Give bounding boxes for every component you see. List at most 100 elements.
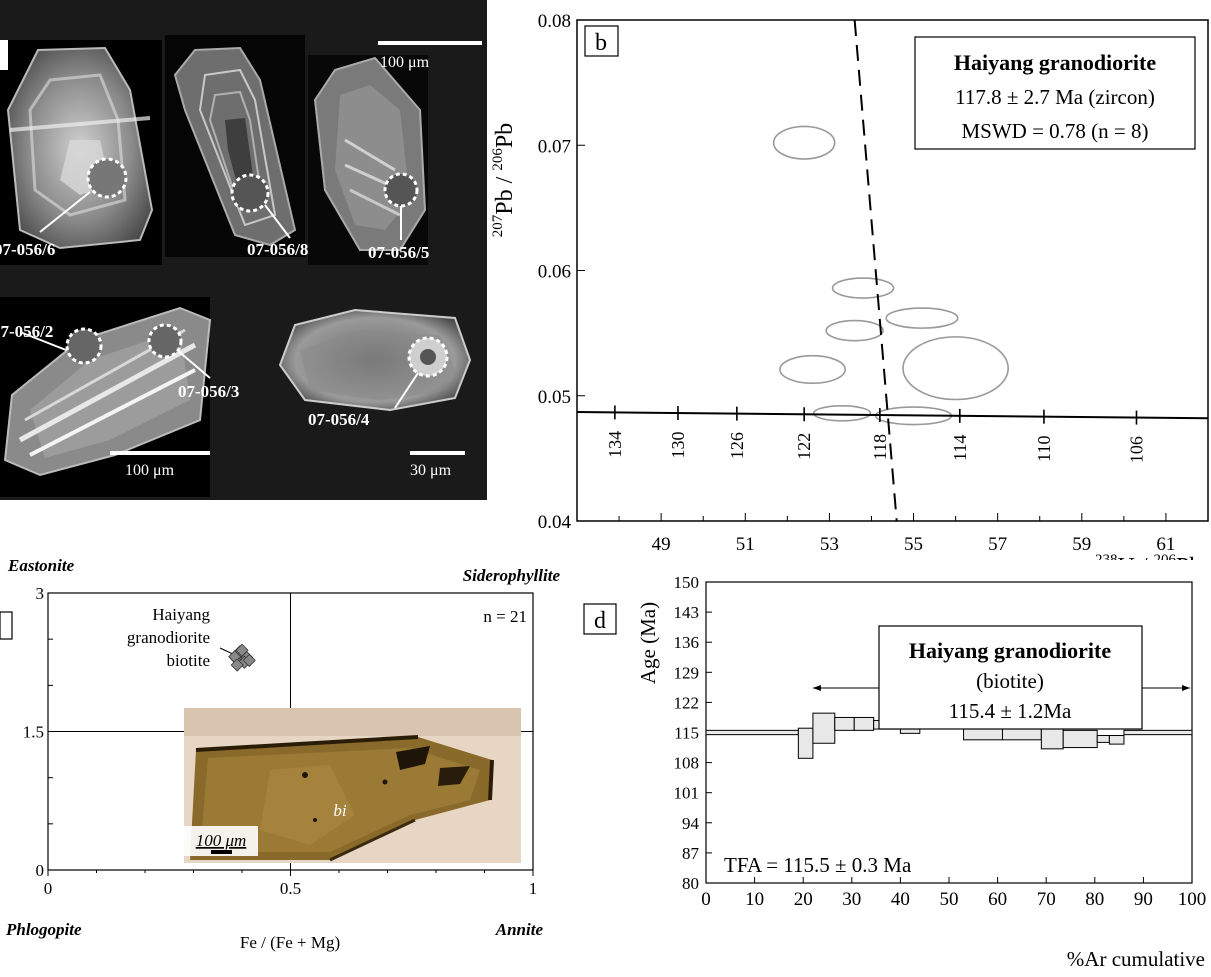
panel-b-concordia-age-label: 110: [1034, 435, 1054, 461]
panel-d-y-tick-label: 143: [674, 603, 700, 622]
panel-c-ticks: 0 1.5 3 0 0.5 1: [23, 584, 538, 898]
zircon-crystal-8: [173, 46, 297, 247]
panel-b-concordia-curve: [576, 411, 1209, 420]
panel-a-cathodoluminescence-images: 100 μm 100 μm 30 μm 07-056/6 07-056/8 07…: [0, 0, 487, 500]
panel-d-age-spectrum: 80 87 94 101 108 115 122 129 136 143 150 0 10 20 30 40 5…: [583, 573, 1207, 971]
panel-d-age-step: [812, 712, 836, 744]
panel-d-x-tick-label: 80: [1085, 889, 1104, 910]
panel-d-ticks: 80 87 94 101 108 115 122 129 136 143 150 0 10 20 30 40 5…: [674, 573, 1207, 910]
panel-d-y-tick-label: 94: [682, 814, 700, 833]
panel-b-legend-title: Haiyang granodiorite: [954, 50, 1157, 75]
panel-b-concordia-chart: 0.040.050.060.070.08 49 51 53 55 57 59 61 134 1…: [490, 11, 1209, 560]
panel-b-concordia-age-label: 106: [1126, 436, 1146, 463]
panel-c-y-tick-label: 0: [36, 861, 45, 880]
panel-b-legend-mswd: MSWD = 0.78 (n = 8): [961, 119, 1148, 143]
panel-b-concordia-age-label: 122: [794, 433, 814, 460]
zircon-crystal-4: [278, 308, 472, 412]
panel-c-y-tick-label: 3: [36, 584, 45, 603]
panel-d-legend-title: Haiyang granodiorite: [909, 638, 1112, 663]
panel-b-error-ellipse: [812, 404, 872, 422]
panel-d-age-step: [1123, 729, 1193, 736]
panel-d-y-tick-label: 87: [682, 844, 700, 863]
panel-b-y-tick-label: 0.07: [538, 136, 571, 157]
panel-b-y-tick-label: 0.08: [538, 11, 571, 32]
panel-c-sample-label-line1: Haiyang: [152, 605, 210, 624]
scale-label-bottom-right: 30 μm: [410, 462, 452, 479]
panel-b-x-tick-label: 59: [1072, 534, 1091, 555]
panel-b-ellipses: [772, 125, 1009, 426]
panel-b-x-tick-label: 57: [988, 534, 1007, 555]
panel-b-letter: b: [595, 30, 607, 56]
panel-b-letter-box: [584, 25, 619, 57]
panel-d-x-tick-label: 90: [1134, 889, 1153, 910]
panel-d-y-tick-label: 150: [674, 573, 700, 592]
panel-d-x-axis-label: %Ar cumulative: [1067, 947, 1205, 971]
panel-d-x-tick-label: 60: [988, 889, 1007, 910]
panel-d-legend-box: [878, 625, 1143, 730]
panel-b-x-tick-label: 53: [820, 534, 839, 555]
panel-b-concordia-ticks: 134 130 126 122 118 114 110 106: [605, 405, 1146, 463]
scale-label-bottom-left: 100 μm: [125, 462, 175, 479]
panel-c-x-tick-label: 0.5: [280, 879, 301, 898]
panel-d-age-step: [853, 716, 875, 731]
panel-c-corner-siderophyllite: Siderophyllite: [463, 566, 561, 585]
panel-d-age-step: [834, 716, 855, 731]
panel-d-legend-age: 115.4 ± 1.2Ma: [949, 699, 1072, 723]
panel-d-y-tick-label: 129: [674, 663, 700, 682]
panel-b-error-ellipse: [772, 125, 836, 160]
panel-d-age-step: [1062, 729, 1098, 749]
panel-a-letter-fragment: [0, 40, 8, 70]
panel-b-error-ellipse: [831, 277, 895, 299]
zircon-images: [0, 35, 482, 497]
panel-d-x-tick-label: 20: [794, 889, 813, 910]
panel-d-plateau-arrowhead-left: [812, 685, 821, 692]
panel-c-corner-annite: Annite: [495, 920, 544, 939]
panel-c-letter-fragment: [0, 611, 13, 640]
panel-c-y-tick-label: 1.5: [23, 723, 44, 742]
panel-b-error-ellipse: [779, 354, 846, 385]
panel-b-y-tick-label: 0.05: [538, 387, 571, 408]
panel-b-concordia-age-label: 118: [870, 434, 890, 460]
panel-c-x-tick-label: 0: [44, 879, 53, 898]
panel-d-x-tick-label: 40: [891, 889, 910, 910]
panel-b-concordia-age-label: 130: [668, 432, 688, 459]
panel-c-data-point: [242, 653, 256, 667]
panel-c-n-label: n = 21: [483, 607, 527, 626]
panel-b-x-ticks: 49 51 53 55 57 59 61: [618, 513, 1175, 555]
panel-d-age-step: [797, 727, 814, 759]
panel-c-sample-label-line3: biotite: [167, 651, 210, 670]
panel-d-y-tick-label: 122: [674, 693, 700, 712]
zircon-crystal-6: [6, 46, 154, 250]
panel-c-inset-scale-label: 100 μm: [196, 831, 247, 850]
panel-d-letter-box: [583, 603, 617, 635]
panel-c-data-point: [230, 658, 244, 672]
panel-b-x-tick-label: 49: [652, 534, 671, 555]
panel-c-corner-eastonite: Eastonite: [7, 556, 75, 575]
panel-c-inset-mineral-label: bi: [333, 801, 347, 820]
panel-c-x-tick-label: 1: [529, 879, 538, 898]
crystal-label-5: 07-056/5: [368, 243, 430, 262]
panel-b-y-ticks: 0.04 0.05 0.06 0.07 0.08: [538, 11, 585, 533]
panel-b-concordia-age-label: 134: [605, 431, 625, 458]
panel-d-age-step: [1108, 735, 1125, 745]
panel-c-inset-photomicrograph: [184, 708, 521, 863]
panel-c-data-point: [235, 643, 249, 657]
panel-b-y-axis-label: 207Pb / 206Pb: [490, 123, 518, 237]
panel-d-y-tick-label: 80: [682, 874, 699, 893]
panel-d-x-tick-label: 50: [940, 889, 959, 910]
panel-b-x-axis-label: 238U / 206Pb: [1095, 552, 1201, 560]
panel-d-x-tick-label: 30: [842, 889, 861, 910]
panel-c-x-axis-label: Fe / (Fe + Mg): [240, 933, 340, 952]
panel-b-lines: [576, 19, 1209, 522]
panel-c-biotite-classification: 0 1.5 3 0 0.5 1 Eastonite Siderophyllite Phlo…: [0, 556, 561, 952]
panel-d-y-tick-label: 115: [674, 724, 699, 743]
crystal-label-3: 07-056/3: [178, 382, 240, 401]
panel-d-y-axis-label: Age (Ma): [636, 602, 660, 684]
panel-d-x-tick-label: 70: [1037, 889, 1056, 910]
panel-c-corner-phlogopite: Phlogopite: [5, 920, 82, 939]
panel-d-y-tick-label: 101: [674, 784, 700, 803]
panel-b-error-ellipse: [825, 319, 884, 342]
panel-d-x-tick-label: 10: [745, 889, 764, 910]
panel-d-legend-mineral: (biotite): [976, 669, 1044, 693]
panel-b-error-ellipse: [885, 307, 959, 329]
